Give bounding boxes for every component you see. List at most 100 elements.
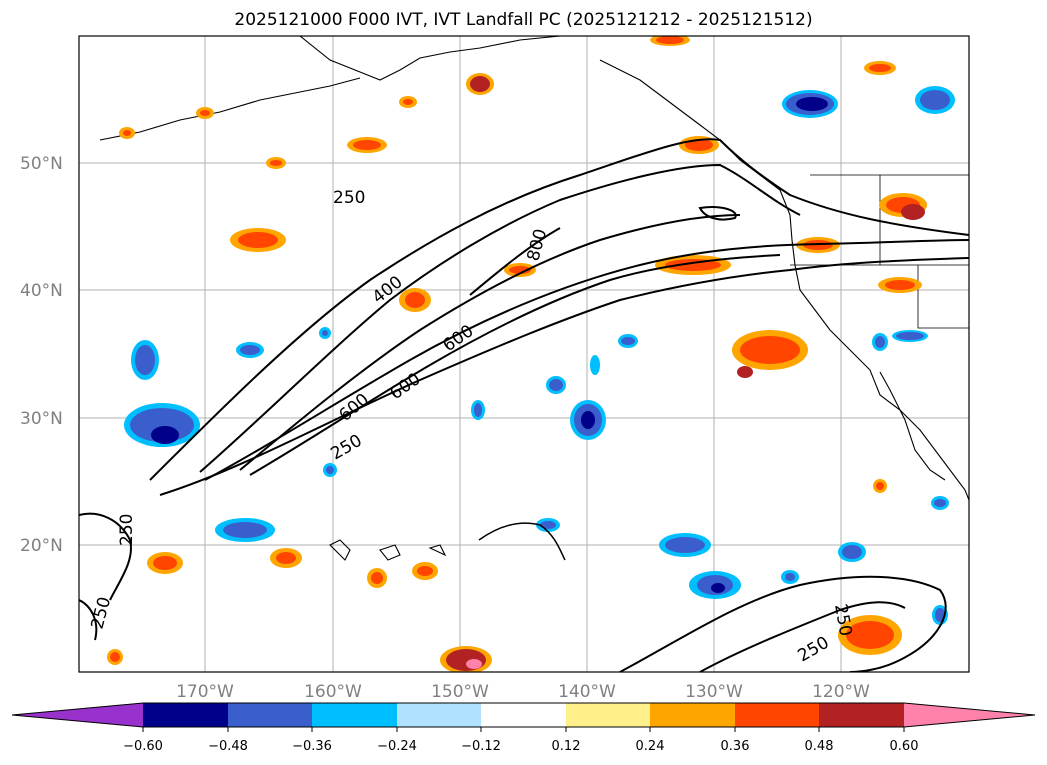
- anomaly-positive-21: [196, 107, 214, 119]
- lat-label-30n: 30°N: [20, 409, 63, 429]
- anomaly-positive-20: [399, 96, 417, 108]
- anomaly-positive-24: [650, 36, 690, 46]
- anomaly-positive-25: [873, 479, 887, 493]
- colorbar-ticks: [142, 727, 905, 732]
- colorbar-swatch-9: [819, 703, 904, 727]
- colorbar-label-8: 0.36: [721, 739, 750, 754]
- anomaly-positive-19: [266, 157, 286, 169]
- lon-label-170w: 170°W: [176, 682, 234, 702]
- anomaly-positive-13: [270, 548, 302, 568]
- north-america-west-coast: [599, 59, 969, 501]
- hawaii-islands: [329, 539, 447, 561]
- anomaly-negative-2: [915, 86, 955, 114]
- colorbar-swatch-2: [228, 703, 312, 727]
- colorbar-label-2: −0.48: [208, 739, 248, 754]
- anomaly-positive-26: [901, 204, 925, 220]
- anomaly-negative-16: [931, 496, 949, 510]
- colorbar-swatch-1: [143, 703, 228, 727]
- contour-600-south: [249, 254, 781, 476]
- map-title: 2025121000 F000 IVT, IVT Landfall PC (20…: [234, 10, 813, 30]
- colorbar-swatch-3: [312, 703, 397, 727]
- latitude-labels: 50°N 40°N 30°N 20°N: [20, 154, 63, 556]
- anomaly-positive-8: [878, 277, 922, 293]
- anomaly-negative-7: [215, 518, 275, 542]
- colorbar-swatch-6: [566, 703, 650, 727]
- alaska-coast: [299, 36, 561, 81]
- anomaly-negative-10: [838, 542, 866, 562]
- contour-250-southwest-2: [79, 599, 98, 641]
- anomaly-positive-4: [864, 61, 896, 75]
- lat-label-50n: 50°N: [20, 154, 63, 174]
- anomaly-positive-2: [466, 73, 494, 95]
- anomaly-negative-22: [781, 570, 799, 584]
- ivt-contours: [79, 138, 969, 672]
- anomaly-positive-16: [440, 646, 492, 672]
- anomaly-positive-14: [367, 568, 387, 588]
- contour-small-hawaii: [478, 522, 566, 561]
- contour-250-southwest: [79, 512, 132, 601]
- contour-label-250-c: 250: [117, 514, 137, 546]
- contour-800: [469, 206, 737, 296]
- anomaly-negative-8: [659, 533, 711, 557]
- baja-california: [879, 371, 946, 481]
- coastlines: [99, 36, 969, 561]
- anomaly-positive-15: [412, 562, 438, 580]
- colorbar-label-1: −0.60: [123, 739, 163, 754]
- anomaly-negative-12: [618, 334, 638, 348]
- contour-250-southeast-inner: [699, 601, 906, 672]
- colorbar: −0.60 −0.48 −0.36 −0.24 −0.12 0.12 0.24 …: [11, 702, 1036, 754]
- anomaly-negative-20: [590, 355, 600, 375]
- anomaly-positive-1: [230, 228, 286, 252]
- lat-label-40n: 40°N: [20, 281, 63, 301]
- lat-label-20n: 20°N: [20, 536, 63, 556]
- state-borders: [790, 174, 969, 329]
- colorbar-swatch-7: [650, 703, 735, 727]
- anomaly-positive-17: [838, 615, 902, 655]
- colorbar-extend-right: [904, 703, 1035, 727]
- anomaly-negative-18: [323, 463, 337, 477]
- colorbar-label-4: −0.24: [377, 739, 417, 754]
- anomaly-negative-14: [536, 518, 560, 532]
- colorbar-label-6: 0.12: [552, 739, 581, 754]
- lon-label-140w: 140°W: [558, 682, 616, 702]
- lon-label-160w: 160°W: [304, 682, 362, 702]
- anomaly-negative-3: [124, 403, 200, 447]
- anomaly-negative-11: [546, 376, 566, 394]
- colorbar-label-3: −0.36: [292, 739, 332, 754]
- lon-label-130w: 130°W: [685, 682, 743, 702]
- colorbar-label-5: −0.12: [461, 739, 501, 754]
- colorbar-swatch-4: [397, 703, 481, 727]
- colorbar-extend-left: [12, 703, 143, 727]
- anomaly-negative-1: [782, 90, 838, 118]
- ivt-negative-anomalies: [124, 86, 955, 625]
- contour-600-north: [239, 214, 741, 471]
- anomaly-positive-3: [347, 137, 387, 153]
- lon-label-150w: 150°W: [431, 682, 489, 702]
- anomaly-negative-21: [319, 327, 331, 339]
- anomaly-positive-22: [119, 127, 135, 139]
- anomaly-positive-7: [655, 255, 731, 275]
- anomaly-negative-6: [570, 400, 606, 440]
- colorbar-swatch-5: [481, 703, 566, 727]
- anomaly-positive-11: [504, 263, 536, 277]
- anomaly-positive-12: [147, 552, 183, 574]
- contour-250-southeast: [619, 575, 947, 672]
- anomaly-negative-19: [872, 333, 888, 351]
- map-frame: [78, 35, 970, 673]
- contour-400-south: [204, 239, 969, 481]
- lon-label-120w: 120°W: [812, 682, 870, 702]
- anomaly-negative-9: [689, 571, 741, 599]
- anomaly-negative-4: [131, 340, 159, 380]
- anomaly-negative-17: [471, 400, 485, 420]
- colorbar-label-9: 0.48: [805, 739, 834, 754]
- longitude-labels: 170°W 160°W 150°W 140°W 130°W 120°W: [176, 682, 870, 702]
- map-background: [79, 36, 969, 672]
- contour-250-south: [159, 257, 969, 496]
- anomaly-negative-5: [236, 342, 264, 358]
- colorbar-swatch-8: [735, 703, 819, 727]
- contour-400-north: [199, 163, 801, 473]
- anomaly-positive-23: [107, 649, 123, 665]
- colorbar-label-10: 0.60: [890, 739, 919, 754]
- contour-label-250-a: 250: [333, 188, 365, 208]
